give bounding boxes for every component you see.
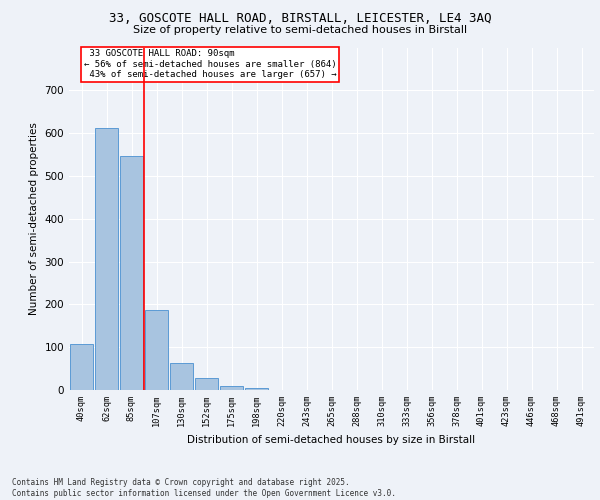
Bar: [245, 388, 268, 390]
Bar: [195, 378, 218, 390]
Bar: [95, 128, 118, 390]
Bar: [120, 156, 143, 390]
Y-axis label: Number of semi-detached properties: Number of semi-detached properties: [29, 122, 39, 315]
Text: 33 GOSCOTE HALL ROAD: 90sqm
← 56% of semi-detached houses are smaller (864)
 43%: 33 GOSCOTE HALL ROAD: 90sqm ← 56% of sem…: [84, 49, 337, 79]
Text: Size of property relative to semi-detached houses in Birstall: Size of property relative to semi-detach…: [133, 25, 467, 35]
Text: Contains HM Land Registry data © Crown copyright and database right 2025.
Contai: Contains HM Land Registry data © Crown c…: [12, 478, 396, 498]
Text: 33, GOSCOTE HALL ROAD, BIRSTALL, LEICESTER, LE4 3AQ: 33, GOSCOTE HALL ROAD, BIRSTALL, LEICEST…: [109, 12, 491, 26]
Bar: [145, 310, 168, 390]
Bar: [170, 363, 193, 390]
Bar: [220, 386, 243, 390]
Bar: [70, 344, 93, 390]
X-axis label: Distribution of semi-detached houses by size in Birstall: Distribution of semi-detached houses by …: [187, 434, 476, 444]
